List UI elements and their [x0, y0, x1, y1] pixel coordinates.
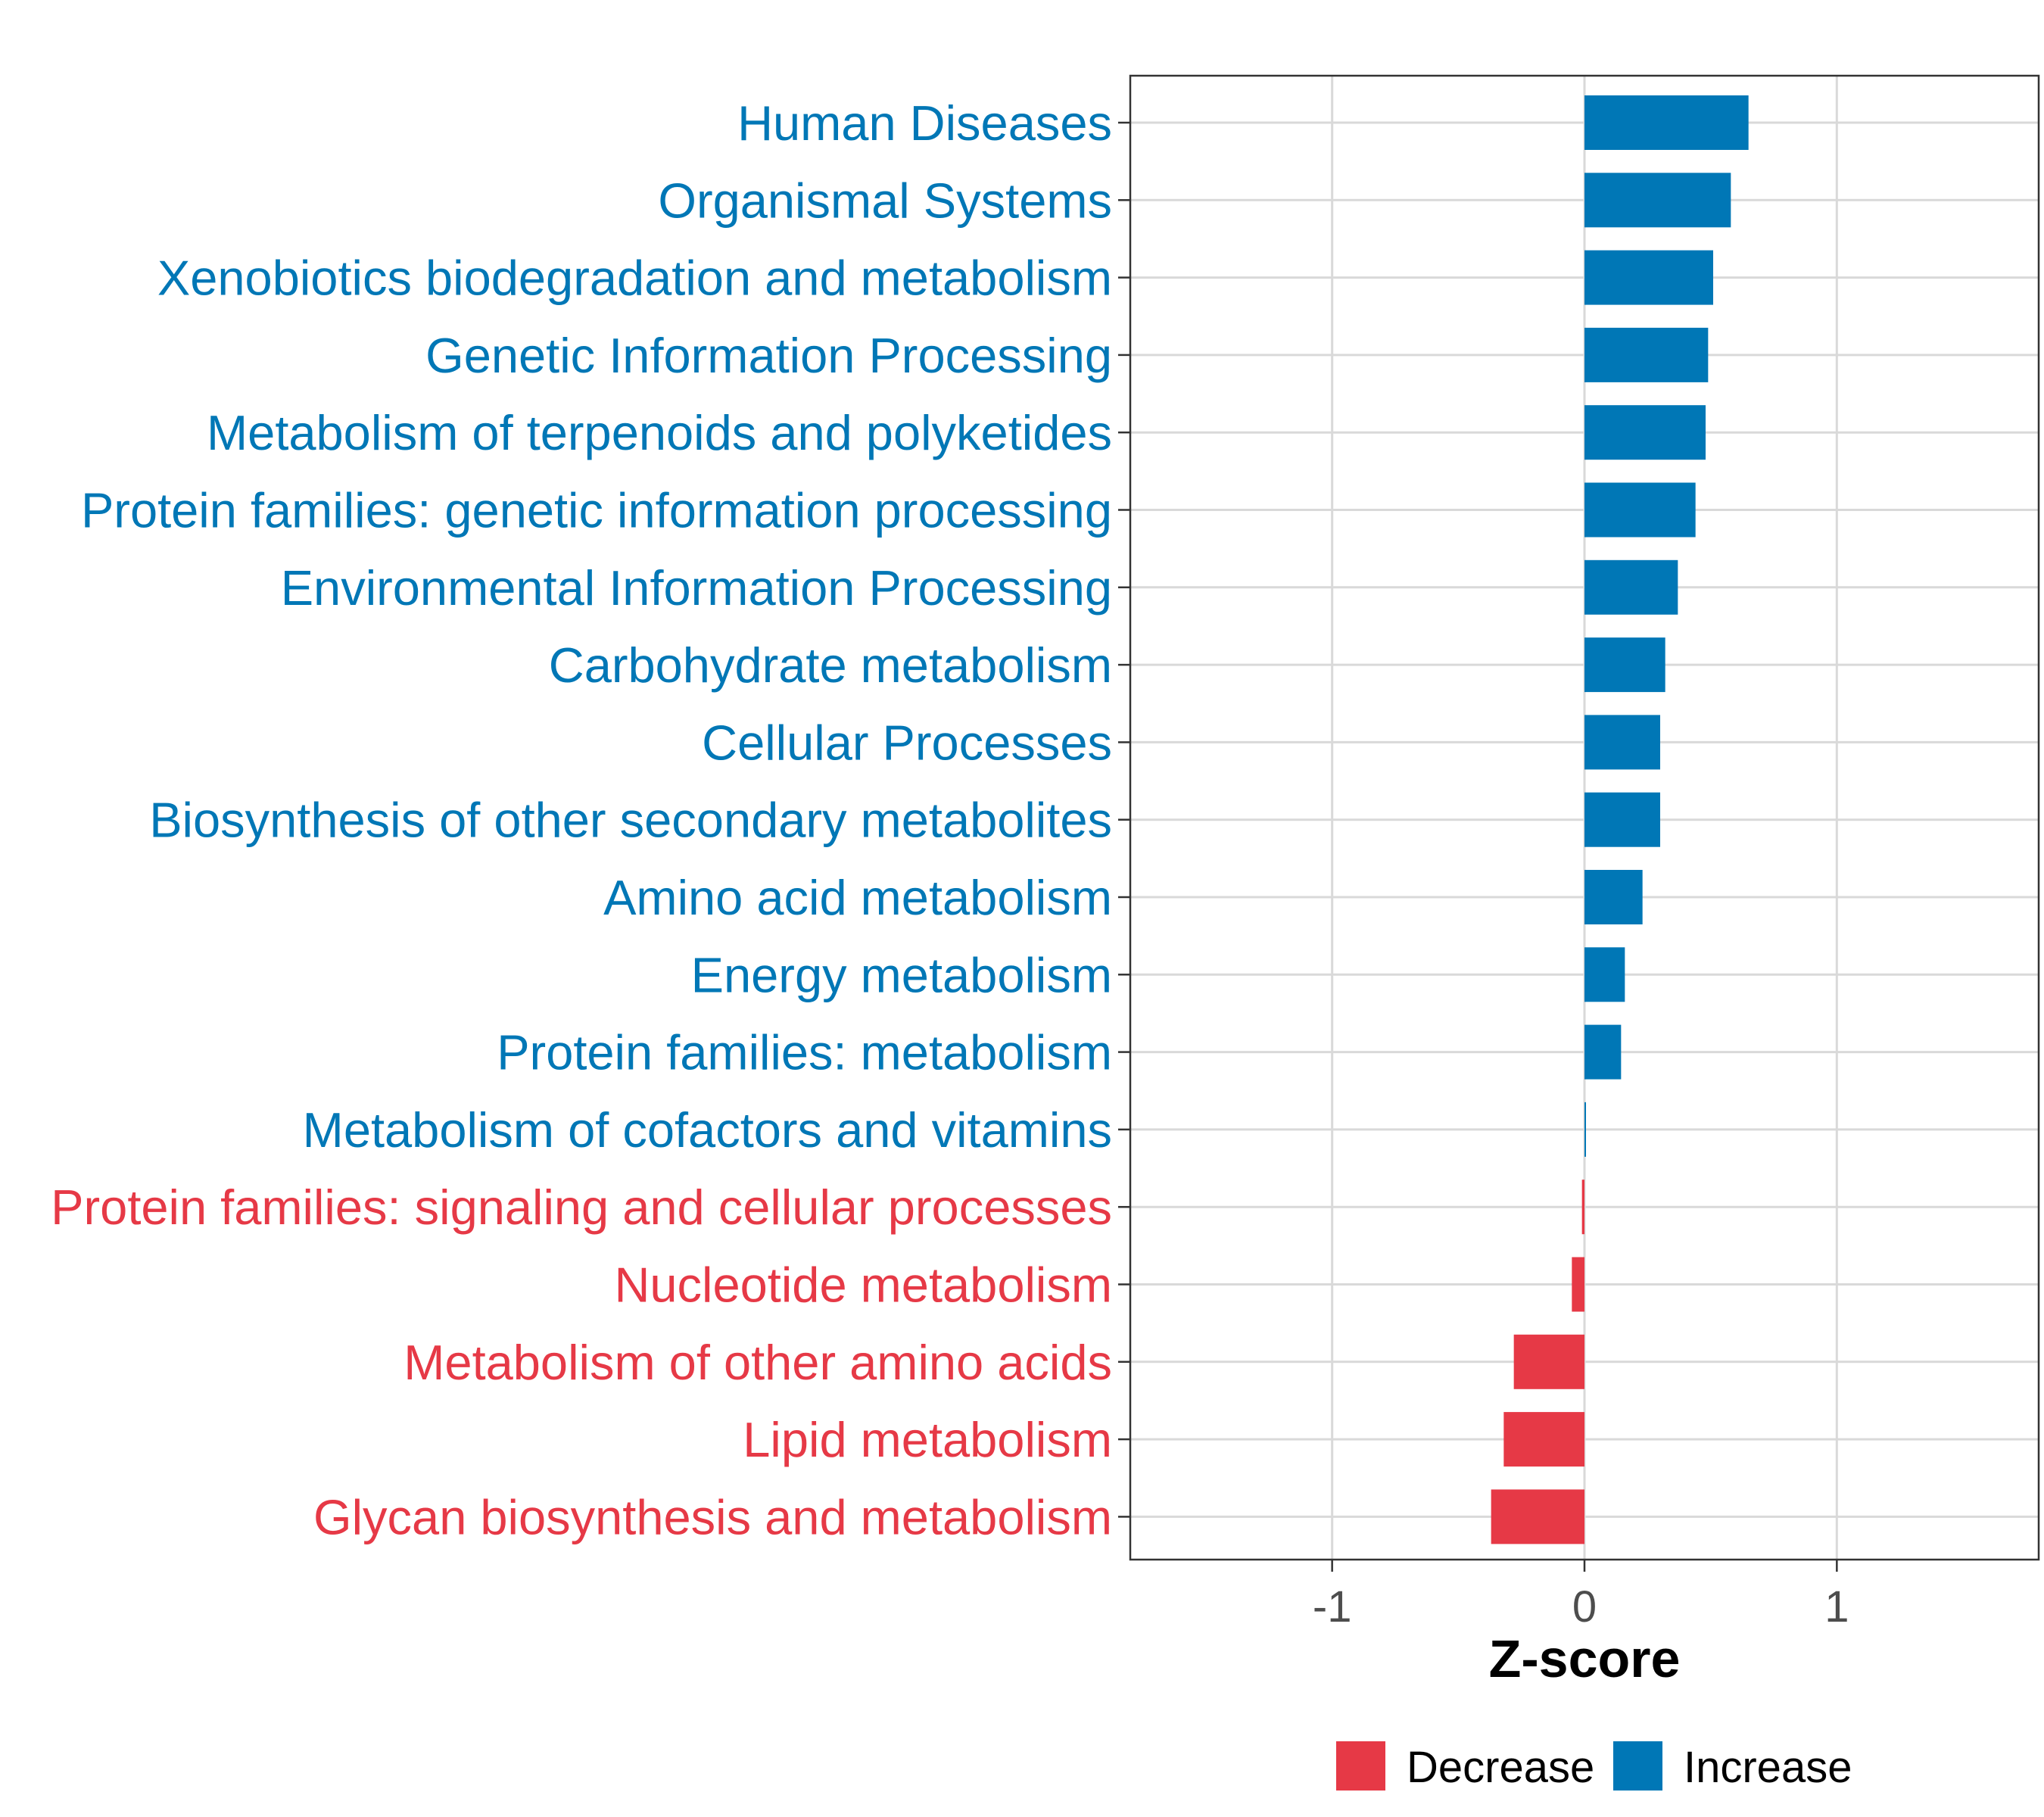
bar: [1584, 482, 1696, 538]
bar: [1584, 792, 1660, 847]
x-tick-label: -1: [1313, 1582, 1352, 1632]
bar: [1584, 870, 1643, 924]
y-axis-ticks: [1118, 121, 1130, 1518]
bar: [1513, 1334, 1584, 1389]
bar: [1503, 1412, 1584, 1467]
x-axis-ticks: [1331, 1560, 1838, 1572]
legend-label-increase: Increase: [1684, 1743, 1852, 1792]
x-tick-label: 1: [1824, 1582, 1849, 1632]
bar: [1584, 250, 1713, 305]
category-label: Metabolism of other amino acids: [404, 1335, 1112, 1390]
bar: [1584, 715, 1660, 770]
category-label: Energy metabolism: [691, 947, 1112, 1002]
bar: [1584, 173, 1731, 228]
category-label: Lipid metabolism: [743, 1412, 1112, 1467]
category-label: Organismal Systems: [658, 173, 1112, 228]
legend-swatch-decrease: [1336, 1741, 1385, 1791]
category-label: Protein families: genetic information pr…: [81, 483, 1112, 538]
category-label: Metabolism of cofactors and vitamins: [303, 1102, 1112, 1158]
bar: [1584, 559, 1678, 615]
bar: [1584, 1102, 1586, 1157]
category-label: Xenobiotics biodegradation and metabolis…: [157, 251, 1112, 306]
bar: [1584, 327, 1709, 382]
bar: [1584, 637, 1665, 693]
category-label: Carbohydrate metabolism: [549, 637, 1112, 693]
category-label: Glycan biosynthesis and metabolism: [313, 1489, 1112, 1544]
legend-label-decrease: Decrease: [1407, 1743, 1594, 1792]
category-label: Metabolism of terpenoids and polyketides: [207, 405, 1112, 460]
category-label: Nucleotide metabolism: [614, 1258, 1112, 1313]
category-label: Amino acid metabolism: [603, 870, 1112, 925]
category-label: Human Diseases: [737, 95, 1112, 151]
bar: [1491, 1489, 1584, 1544]
bar: [1584, 405, 1706, 460]
bar: [1572, 1257, 1584, 1312]
bars: [1491, 95, 1749, 1544]
category-label: Genetic Information Processing: [425, 328, 1112, 383]
category-label: Cellular Processes: [702, 715, 1112, 770]
legend: Decrease Increase: [1336, 1741, 1852, 1792]
y-axis-labels: Human Diseases Organismal Systems Xenobiot…: [51, 95, 1112, 1544]
category-label: Protein families: signaling and cellular…: [51, 1180, 1112, 1235]
category-label: Environmental Information Processing: [281, 560, 1112, 616]
bar: [1584, 947, 1625, 1002]
bar: [1584, 95, 1749, 150]
x-tick-label: 0: [1572, 1582, 1597, 1632]
category-label: Biosynthesis of other secondary metaboli…: [149, 793, 1112, 848]
x-axis-title: Z-score: [1489, 1629, 1681, 1688]
category-label: Protein families: metabolism: [497, 1025, 1112, 1080]
x-axis-tick-labels: -1 0 1: [1313, 1582, 1849, 1632]
bar: [1584, 1024, 1622, 1080]
bar: [1581, 1180, 1584, 1235]
legend-swatch-increase: [1613, 1741, 1662, 1791]
